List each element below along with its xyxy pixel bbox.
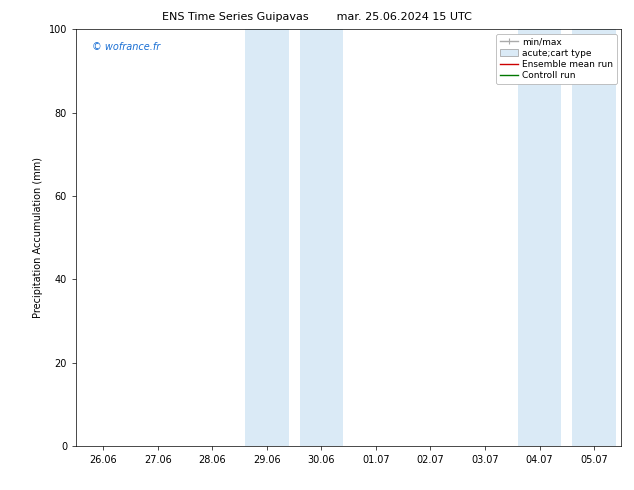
Text: ENS Time Series Guipavas        mar. 25.06.2024 15 UTC: ENS Time Series Guipavas mar. 25.06.2024…	[162, 12, 472, 22]
Bar	[573, 29, 616, 446]
Y-axis label: Precipitation Accumulation (mm): Precipitation Accumulation (mm)	[33, 157, 43, 318]
Bar	[518, 29, 561, 446]
Bar	[300, 29, 343, 446]
Text: © wofrance.fr: © wofrance.fr	[93, 42, 160, 52]
Legend: min/max, acute;cart type, Ensemble mean run, Controll run: min/max, acute;cart type, Ensemble mean …	[496, 34, 617, 84]
Bar	[245, 29, 288, 446]
